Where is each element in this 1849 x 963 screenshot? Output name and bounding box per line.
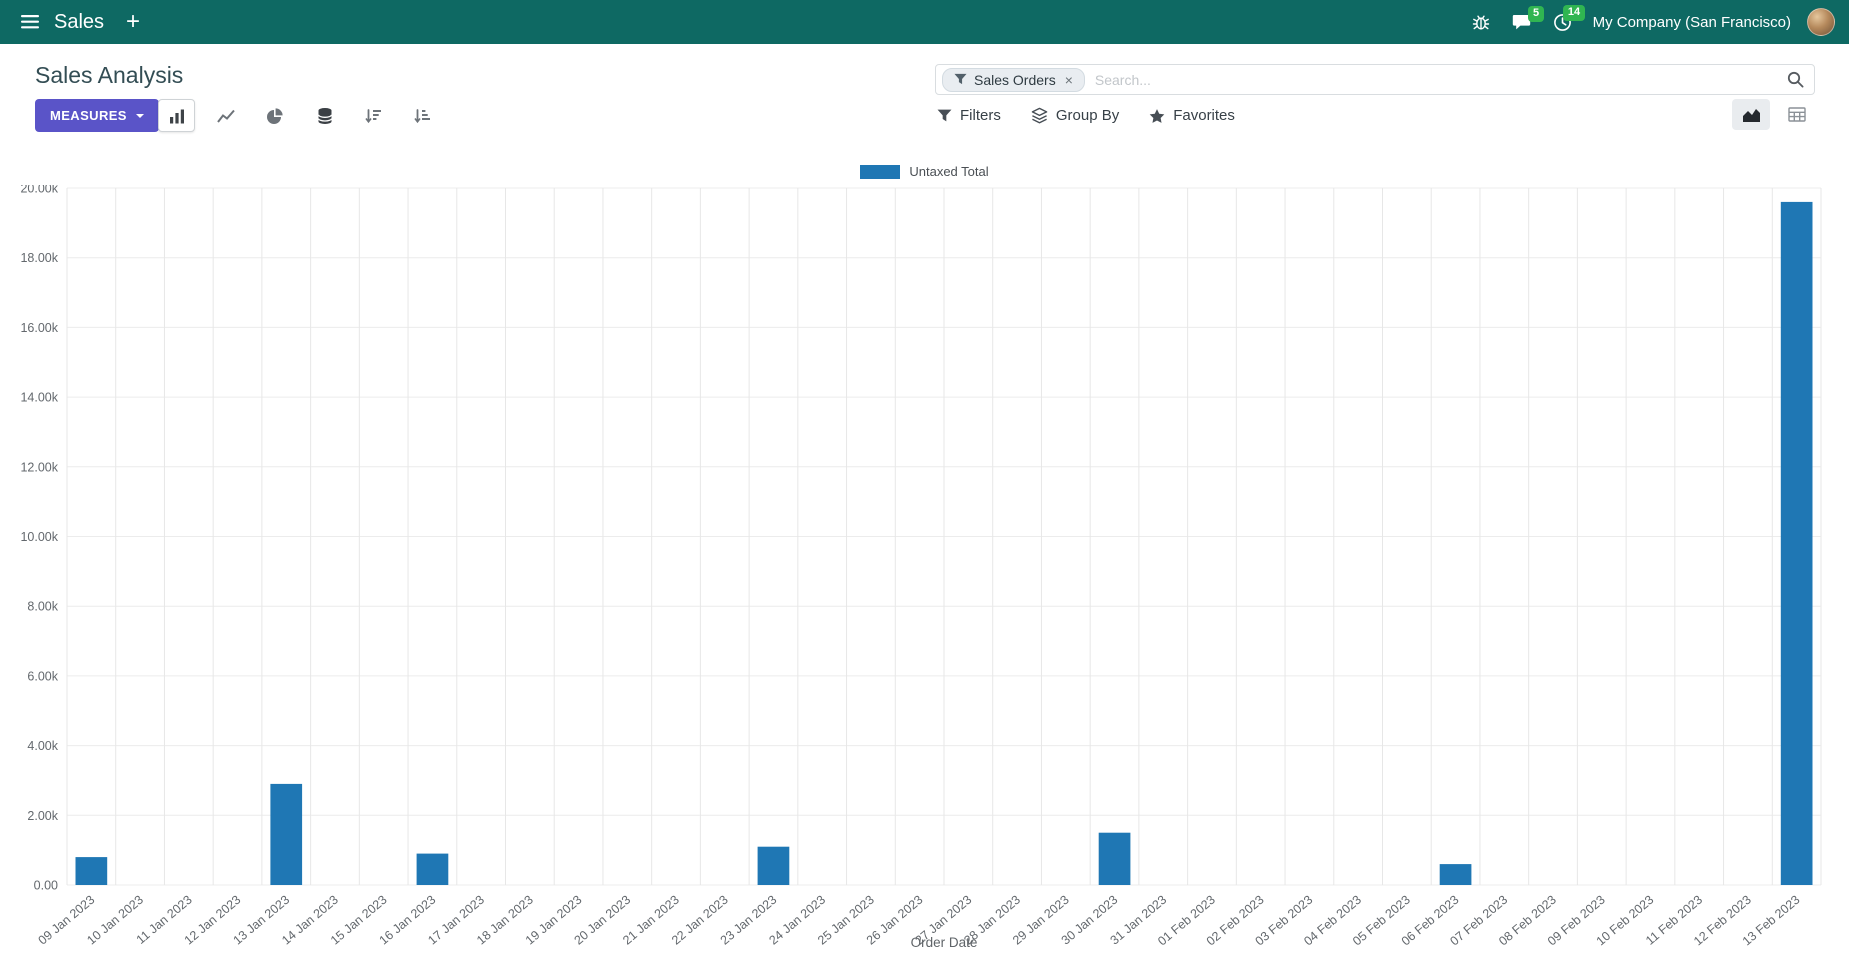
sort-asc-icon [414, 108, 430, 123]
bar[interactable] [1098, 832, 1131, 885]
caret-down-icon [135, 113, 144, 118]
view-switcher [1732, 99, 1816, 130]
search-bar[interactable]: Sales Orders × [935, 64, 1815, 95]
line-chart-icon [216, 109, 235, 123]
company-switcher[interactable]: My Company (San Francisco) [1592, 13, 1791, 31]
chart-canvas: 0.00 2.00k 4.00k 6.00k 8.00k 10.00k 12.00k 14.0… [20, 182, 1822, 950]
y-tick-label: 4.00k [27, 739, 58, 753]
star-icon [1149, 108, 1165, 124]
y-tick-label: 10.00k [20, 530, 58, 544]
legend-label: Untaxed Total [909, 164, 989, 179]
legend-swatch [860, 164, 901, 179]
messages-button[interactable]: 5 [1505, 5, 1544, 37]
x-axis-title: Order Date [911, 935, 978, 950]
apps-menu-icon[interactable] [14, 9, 46, 35]
chart-area: 0.00 2.00k 4.00k 6.00k 8.00k 10.00k 12.00k 14.0… [0, 182, 1849, 958]
search-icon[interactable] [1787, 71, 1804, 88]
bar[interactable] [1439, 864, 1472, 885]
graph-view-button[interactable] [1732, 99, 1770, 130]
hamburger-icon [21, 15, 39, 29]
bar[interactable] [416, 853, 449, 885]
filters-label: Filters [960, 107, 1001, 124]
y-tick-label: 8.00k [27, 600, 58, 614]
messages-badge: 5 [1528, 5, 1544, 22]
measures-button[interactable]: MEASURES [35, 99, 159, 132]
chart-legend[interactable]: Untaxed Total [0, 164, 1849, 179]
filter-funnel-icon [937, 109, 952, 123]
y-tick-label: 2.00k [27, 809, 58, 823]
activities-button[interactable]: 14 [1546, 4, 1585, 38]
measures-label: MEASURES [50, 108, 127, 123]
sort-ascending-button[interactable] [404, 99, 441, 132]
page-title: Sales Analysis [35, 62, 184, 88]
clock-icon [1553, 13, 1571, 31]
stacked-toggle-button[interactable] [306, 99, 343, 132]
layers-icon [1031, 107, 1048, 124]
chart-type-group [158, 99, 293, 132]
new-record-plus-button[interactable]: + [118, 8, 148, 36]
bar[interactable] [270, 783, 303, 885]
pie-chart-icon [267, 107, 283, 124]
app-name[interactable]: Sales [54, 10, 105, 33]
y-tick-label: 6.00k [27, 669, 58, 683]
sort-desc-icon [365, 108, 381, 123]
facet-remove-icon[interactable]: × [1064, 71, 1073, 88]
top-navbar: Sales + 5 14 My Company (San Franc [0, 0, 1849, 44]
y-tick-label: 18.00k [20, 251, 58, 265]
bar[interactable] [75, 857, 108, 885]
search-options-bar: Filters Group By Favorites [937, 99, 1235, 132]
favorites-label: Favorites [1173, 107, 1235, 124]
pivot-table-icon [1788, 107, 1806, 122]
line-chart-button[interactable] [207, 99, 244, 132]
user-avatar[interactable] [1807, 8, 1835, 36]
activities-badge: 14 [1563, 4, 1585, 21]
group-by-button[interactable]: Group By [1031, 107, 1119, 124]
bar-chart-icon [169, 109, 184, 123]
y-tick-label: 12.00k [20, 460, 58, 474]
y-tick-label: 14.00k [20, 391, 58, 405]
bar-chart-button[interactable] [158, 99, 195, 132]
stacked-database-icon [317, 107, 332, 124]
debug-bug-icon[interactable] [1465, 7, 1497, 37]
search-facet-sales-orders[interactable]: Sales Orders × [942, 67, 1085, 92]
sort-descending-button[interactable] [355, 99, 392, 132]
chart-options-group [306, 99, 441, 132]
navbar-right-cluster: 5 14 My Company (San Francisco) [1465, 4, 1835, 38]
search-facet-label: Sales Orders [974, 71, 1056, 88]
chat-bubble-icon [1512, 14, 1530, 29]
group-by-label: Group By [1055, 107, 1120, 124]
bar[interactable] [1780, 201, 1813, 885]
pie-chart-button[interactable] [256, 99, 293, 132]
filters-button[interactable]: Filters [937, 107, 1001, 124]
bar[interactable] [757, 846, 790, 885]
favorites-button[interactable]: Favorites [1149, 107, 1235, 124]
area-chart-icon [1742, 108, 1760, 122]
search-input[interactable] [1094, 71, 1777, 88]
y-tick-label: 20.00k [20, 185, 58, 196]
filter-funnel-icon [954, 73, 967, 85]
y-tick-label: 16.00k [20, 321, 58, 335]
pivot-view-button[interactable] [1778, 99, 1816, 130]
y-tick-label: 0.00 [34, 879, 58, 893]
